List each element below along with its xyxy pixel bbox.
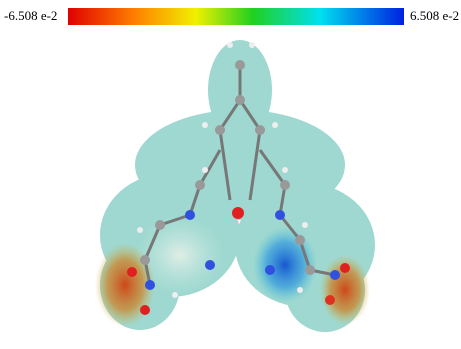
mep-figure: -6.508 e-2 6.508 e-2 [0, 0, 461, 349]
scale-max-label: 6.508 e-2 [410, 8, 459, 23]
scale-min-label: -6.508 e-2 [4, 8, 57, 23]
surface-gap [213, 275, 257, 349]
color-scale [68, 8, 404, 25]
page: -6.508 e-2 6.508 e-2 [0, 0, 461, 349]
